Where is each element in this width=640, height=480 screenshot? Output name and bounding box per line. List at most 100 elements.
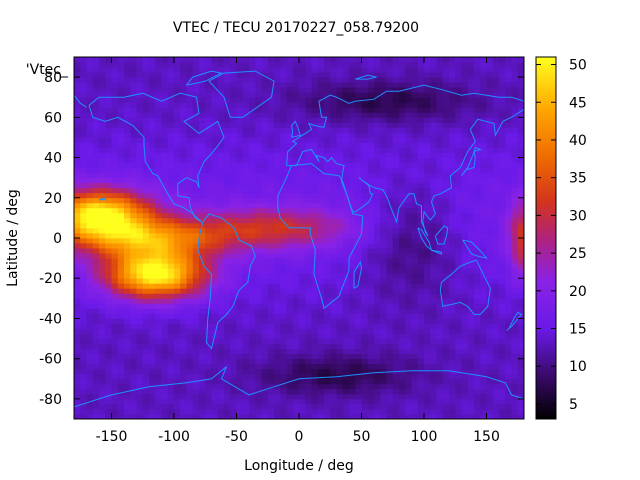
heatmap-cell: [417, 408, 425, 415]
heatmap-cell: [149, 97, 156, 103]
heatmap-cell: [192, 167, 200, 174]
heatmap-cell: [211, 393, 219, 400]
heatmap-cell: [486, 222, 494, 229]
heatmap-cell: [461, 288, 469, 294]
heatmap-cell: [449, 112, 456, 118]
heatmap-cell: [111, 197, 119, 204]
heatmap-cell: [442, 328, 450, 334]
heatmap-cell: [486, 348, 494, 355]
heatmap-cell: [430, 358, 437, 365]
heatmap-cell: [336, 313, 344, 319]
heatmap-cell: [124, 323, 131, 329]
heatmap-cell: [92, 378, 100, 385]
heatmap-cell: [474, 348, 481, 355]
heatmap-cell: [74, 177, 81, 184]
heatmap-cell: [211, 232, 219, 239]
heatmap-cell: [386, 137, 394, 143]
heatmap-cell: [505, 132, 512, 138]
heatmap-cell: [199, 207, 206, 214]
heatmap-cell: [392, 358, 400, 365]
heatmap-cell: [74, 403, 81, 410]
heatmap-cell: [230, 147, 237, 153]
heatmap-cell: [317, 403, 325, 410]
heatmap-cell: [386, 263, 394, 269]
heatmap-cell: [205, 192, 212, 199]
heatmap-cell: [367, 238, 375, 244]
heatmap-cell: [374, 177, 381, 184]
heatmap-cell: [436, 353, 444, 360]
heatmap-cell: [361, 217, 369, 224]
heatmap-cell: [167, 192, 175, 199]
heatmap-cell: [105, 388, 112, 395]
heatmap-cell: [324, 308, 331, 314]
heatmap-cell: [230, 152, 237, 158]
heatmap-cell: [149, 177, 156, 184]
heatmap-cell: [386, 333, 394, 339]
heatmap-cell: [517, 413, 524, 419]
heatmap-cell: [367, 383, 375, 390]
heatmap-cell: [367, 298, 375, 304]
heatmap-cell: [111, 147, 119, 153]
heatmap-cell: [511, 238, 519, 244]
heatmap-cell: [280, 243, 287, 249]
heatmap-cell: [317, 323, 325, 329]
heatmap-cell: [367, 137, 375, 143]
heatmap-cell: [461, 303, 469, 309]
heatmap-cell: [149, 293, 156, 299]
heatmap-cell: [217, 353, 225, 360]
heatmap-cell: [417, 72, 425, 78]
heatmap-cell: [224, 192, 231, 199]
heatmap-cell: [392, 258, 400, 264]
heatmap-cell: [74, 253, 81, 259]
heatmap-cell: [92, 222, 100, 229]
heatmap-cell: [330, 212, 337, 219]
heatmap-cell: [80, 253, 87, 259]
heatmap-cell: [505, 343, 512, 350]
heatmap-cell: [74, 167, 81, 174]
heatmap-cell: [192, 373, 200, 380]
heatmap-cell: [405, 117, 412, 123]
heatmap-cell: [505, 217, 512, 224]
heatmap-cell: [305, 232, 312, 239]
heatmap-cell: [399, 308, 406, 314]
heatmap-cell: [155, 268, 162, 274]
heatmap-cell: [317, 107, 325, 113]
heatmap-cell: [161, 303, 169, 309]
heatmap-cell: [330, 388, 337, 395]
heatmap-cell: [186, 363, 194, 370]
heatmap-cell: [480, 393, 487, 400]
heatmap-cell: [249, 403, 256, 410]
heatmap-cell: [467, 398, 475, 405]
heatmap-cell: [505, 328, 512, 334]
heatmap-cell: [142, 117, 150, 123]
heatmap-cell: [99, 207, 106, 214]
heatmap-cell: [511, 157, 519, 163]
heatmap-cell: [242, 207, 250, 214]
heatmap-cell: [142, 383, 150, 390]
heatmap-cell: [342, 82, 350, 88]
heatmap-cell: [117, 187, 125, 194]
heatmap-cell: [205, 172, 212, 179]
heatmap-cell: [249, 273, 256, 279]
heatmap-cell: [242, 338, 250, 344]
heatmap-cell: [117, 217, 125, 224]
heatmap-cell: [411, 107, 419, 113]
heatmap-cell: [180, 182, 187, 189]
heatmap-cell: [505, 117, 512, 123]
heatmap-cell: [249, 238, 256, 244]
heatmap-cell: [111, 283, 119, 289]
heatmap-cell: [280, 373, 287, 380]
heatmap-cell: [80, 72, 87, 78]
heatmap-cell: [342, 207, 350, 214]
heatmap-cell: [180, 212, 187, 219]
heatmap-cell: [286, 403, 294, 410]
heatmap-cell: [167, 167, 175, 174]
heatmap-cell: [292, 248, 300, 254]
heatmap-cell: [392, 313, 400, 319]
heatmap-cell: [355, 333, 362, 339]
heatmap-cell: [492, 227, 500, 234]
heatmap-cell: [480, 338, 487, 344]
heatmap-cell: [249, 227, 256, 234]
heatmap-cell: [211, 408, 219, 415]
heatmap-cell: [492, 338, 500, 344]
